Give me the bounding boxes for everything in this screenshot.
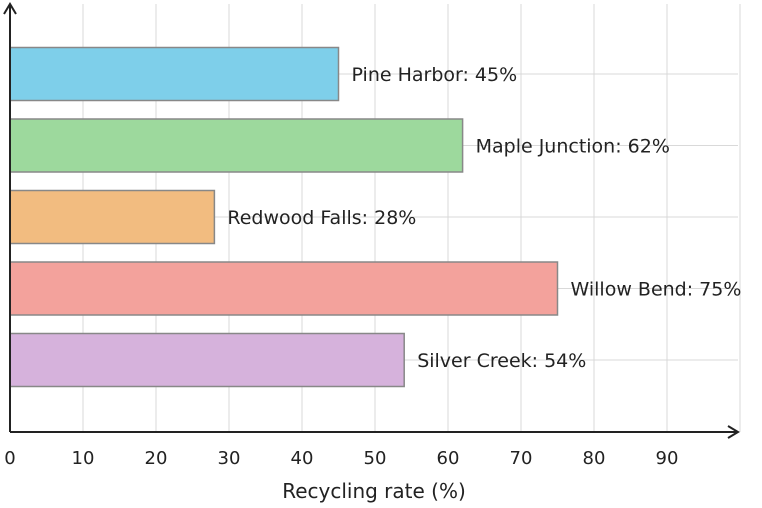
x-axis-label: Recycling rate (%) xyxy=(282,479,466,503)
y-axis-arrow-icon xyxy=(3,2,17,15)
x-tick-label: 70 xyxy=(510,448,533,469)
bar-maple-junction xyxy=(9,118,464,173)
bar-value-label: Maple Junction: 62% xyxy=(476,136,670,158)
bars-group xyxy=(9,46,559,388)
bar-value-label: Pine Harbor: 45% xyxy=(352,64,518,86)
x-tick-label: 80 xyxy=(583,448,606,469)
bar-silver-creek xyxy=(9,332,405,388)
x-tick-label: 10 xyxy=(72,448,95,469)
bar-redwood-falls xyxy=(9,189,216,245)
bar-pine-harbor xyxy=(9,46,340,102)
axes-group xyxy=(3,2,740,439)
x-tick-label: 0 xyxy=(4,448,15,469)
bar-value-label: Willow Bend: 75% xyxy=(571,279,742,301)
x-axis-arrow-icon xyxy=(727,425,740,439)
bar-value-label: Redwood Falls: 28% xyxy=(227,207,416,229)
x-tick-label: 50 xyxy=(364,448,387,469)
bar-value-label: Silver Creek: 54% xyxy=(417,350,586,372)
x-tick-label: 30 xyxy=(218,448,241,469)
x-tick-labels: 0 10 20 30 40 50 60 70 80 90 xyxy=(4,448,678,469)
x-tick-label: 40 xyxy=(291,448,314,469)
x-tick-label: 20 xyxy=(145,448,168,469)
x-tick-label: 90 xyxy=(656,448,679,469)
bar-willow-bend xyxy=(9,261,559,316)
x-tick-label: 60 xyxy=(437,448,460,469)
data-labels: Pine Harbor: 45% Maple Junction: 62% Redwo… xyxy=(227,64,741,372)
